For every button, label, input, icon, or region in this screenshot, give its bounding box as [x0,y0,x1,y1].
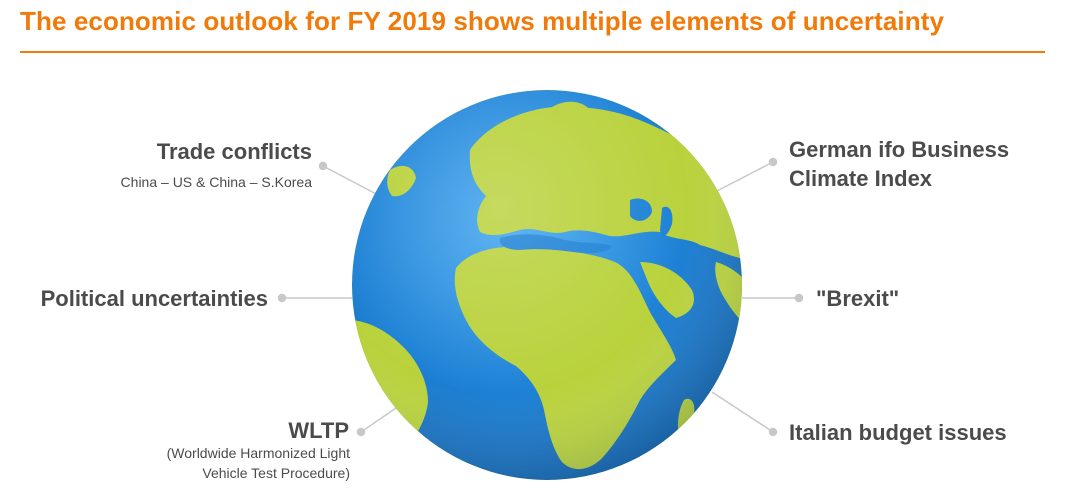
trade-conflicts-label: Trade conflicts [156,139,312,164]
connector-dot-italy [768,427,778,437]
trade-conflicts-detail: China – US & China – S.Korea [120,174,312,190]
ifo-index-label-line1: German ifo Business [789,137,1010,162]
slide-title: The economic outlook for FY 2019 shows m… [20,6,945,36]
wltp-detail-line2: Vehicle Test Procedure) [202,465,350,481]
wltp-detail-line1: (Worldwide Harmonized Light [166,445,350,461]
connector-dot-ifo [768,157,778,167]
wltp-label: WLTP [288,418,349,443]
connector-dot-brexit [794,293,804,303]
connector-dot-wltp [356,427,366,437]
title-underline [20,51,1045,53]
connector-dot-political [277,293,287,303]
brexit-label: "Brexit" [816,286,900,311]
connector-dot-trade [318,161,328,171]
italian-budget-label: Italian budget issues [789,420,1007,445]
ifo-index-label-line2: Climate Index [789,166,933,191]
connector-lines [277,157,804,437]
political-uncertainties-label: Political uncertainties [40,286,268,311]
